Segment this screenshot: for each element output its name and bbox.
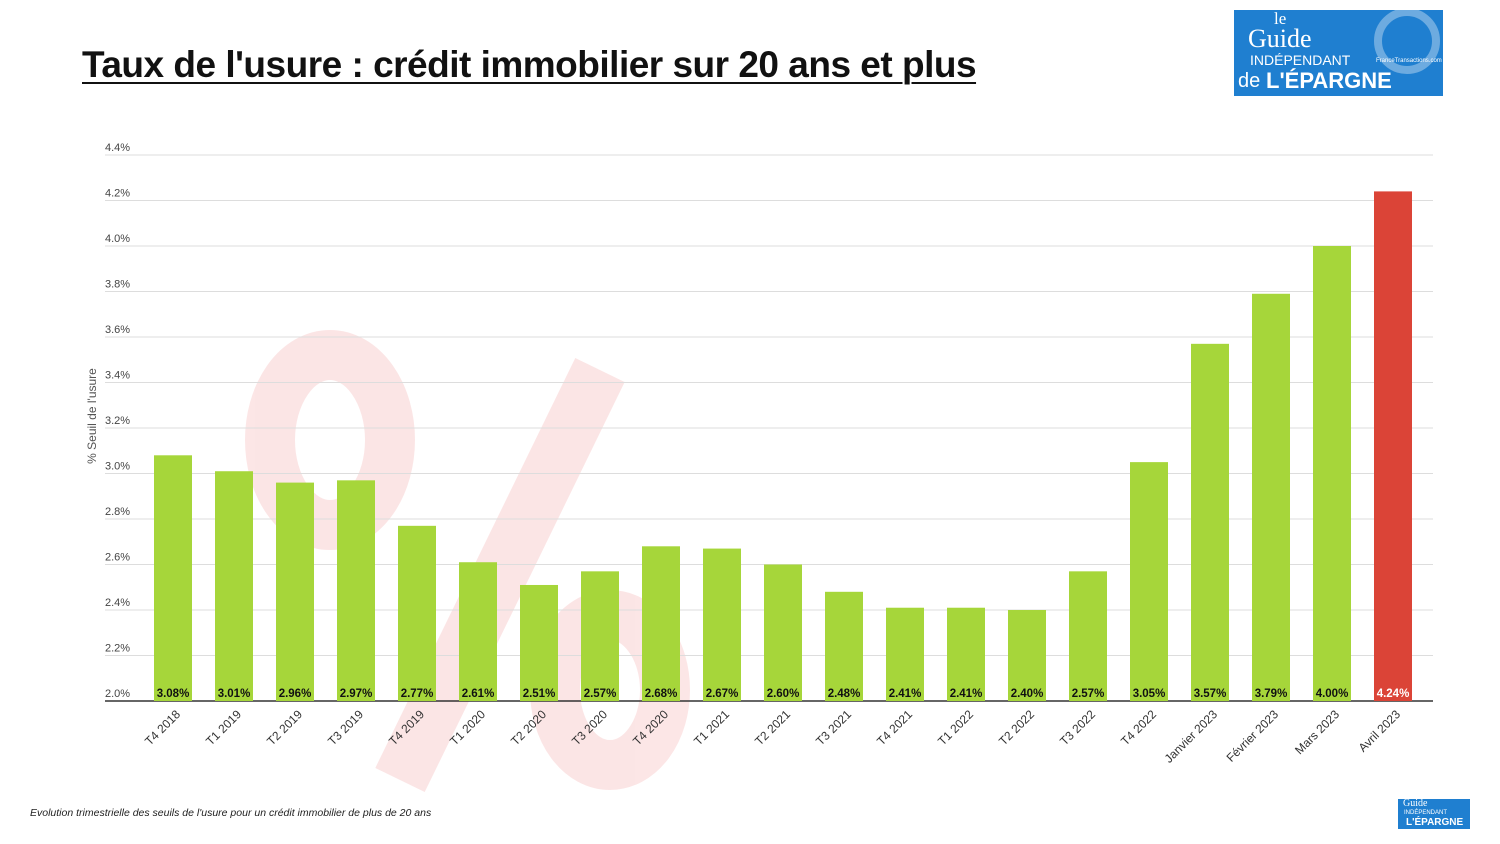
data-label: 2.57% bbox=[584, 688, 617, 700]
x-tick-label: Février 2023 bbox=[1224, 707, 1282, 765]
data-label: 3.79% bbox=[1255, 688, 1288, 700]
x-tick-label: T1 2021 bbox=[691, 707, 732, 748]
y-tick-label: 2.2% bbox=[105, 643, 130, 655]
y-tick-label: 4.2% bbox=[105, 188, 130, 200]
data-label: 2.96% bbox=[279, 688, 312, 700]
y-axis-title: % Seuil de l'usure bbox=[85, 368, 99, 464]
x-tick-label: T1 2019 bbox=[203, 707, 244, 748]
x-tick-label: Avril 2023 bbox=[1356, 707, 1404, 755]
x-tick-label: T4 2021 bbox=[874, 707, 915, 748]
logo-le: le bbox=[1274, 10, 1287, 28]
x-tick-label: Mars 2023 bbox=[1292, 707, 1342, 757]
bar bbox=[947, 607, 985, 701]
data-label: 2.60% bbox=[767, 688, 800, 700]
bar bbox=[581, 571, 619, 701]
bar-chart: 2.0% 2.2% 2.4% 2.6% 2.8% 3.0% 3.2% 3.4% 3.6% 3.8%… bbox=[85, 142, 1433, 793]
y-tick-label: 2.6% bbox=[105, 552, 130, 564]
x-tick-label: T2 2019 bbox=[264, 707, 305, 748]
data-label: 2.97% bbox=[340, 688, 373, 700]
x-tick-label: T4 2018 bbox=[142, 707, 183, 748]
data-label: 2.61% bbox=[462, 688, 495, 700]
data-label: 2.40% bbox=[1011, 688, 1044, 700]
logo-guide: Guide bbox=[1403, 799, 1428, 809]
y-tick-label: 3.6% bbox=[105, 324, 130, 336]
bar bbox=[1374, 191, 1412, 701]
data-label: 3.05% bbox=[1133, 688, 1166, 700]
bar bbox=[1313, 246, 1351, 701]
data-label: 2.51% bbox=[523, 688, 556, 700]
data-label: 3.08% bbox=[157, 688, 190, 700]
data-label: 2.67% bbox=[706, 688, 739, 700]
logo-independant: INDÉPENDANT bbox=[1404, 810, 1448, 816]
bar bbox=[1252, 293, 1290, 701]
data-label: 3.01% bbox=[218, 688, 251, 700]
data-label: 2.48% bbox=[828, 688, 861, 700]
bar bbox=[764, 564, 802, 701]
bar bbox=[1191, 343, 1229, 701]
x-tick-label: T1 2022 bbox=[935, 707, 976, 748]
bar bbox=[703, 548, 741, 701]
guide-epargne-logo-small: Guide INDÉPENDANT L'ÉPARGNE bbox=[1398, 799, 1470, 829]
logo-guide: Guide bbox=[1248, 24, 1312, 53]
x-tick-label: Janvier 2023 bbox=[1162, 707, 1221, 766]
bar bbox=[886, 607, 924, 701]
y-tick-label: 4.0% bbox=[105, 233, 130, 245]
x-tick-label: T3 2021 bbox=[813, 707, 854, 748]
logo-independant: INDÉPENDANT bbox=[1250, 52, 1351, 68]
bar bbox=[459, 562, 497, 701]
y-tick-label: 3.0% bbox=[105, 461, 130, 473]
logo-site: FranceTransactions.com bbox=[1376, 58, 1442, 64]
x-tick-label: T3 2019 bbox=[325, 707, 366, 748]
x-tick-label: T4 2022 bbox=[1118, 707, 1159, 748]
y-tick-label: 2.4% bbox=[105, 597, 130, 609]
bar bbox=[1008, 610, 1046, 701]
logo-epargne: L'ÉPARGNE bbox=[1406, 817, 1464, 828]
bar bbox=[642, 546, 680, 701]
bar bbox=[1130, 462, 1168, 701]
page-title: Taux de l'usure : crédit immobilier sur … bbox=[82, 44, 977, 85]
bar bbox=[276, 482, 314, 701]
data-label: 3.57% bbox=[1194, 688, 1227, 700]
data-label: 4.24% bbox=[1377, 688, 1410, 700]
x-tick-label: T3 2022 bbox=[1057, 707, 1098, 748]
bar bbox=[337, 480, 375, 701]
data-label: 2.68% bbox=[645, 688, 678, 700]
data-label: 2.41% bbox=[889, 688, 922, 700]
y-tick-label: 3.8% bbox=[105, 279, 130, 291]
data-label: 2.41% bbox=[950, 688, 983, 700]
bar bbox=[154, 455, 192, 701]
y-tick-label: 2.0% bbox=[105, 688, 130, 700]
bar bbox=[398, 525, 436, 701]
x-tick-label: T2 2021 bbox=[752, 707, 793, 748]
bar bbox=[1069, 571, 1107, 701]
bar bbox=[520, 584, 558, 701]
y-tick-label: 2.8% bbox=[105, 506, 130, 518]
data-label: 2.57% bbox=[1072, 688, 1105, 700]
chart-caption: Evolution trimestrielle des seuils de l'… bbox=[30, 807, 432, 819]
logo-de: de bbox=[1238, 70, 1261, 92]
y-tick-label: 3.2% bbox=[105, 415, 130, 427]
bar bbox=[825, 591, 863, 701]
bar bbox=[215, 471, 253, 701]
y-tick-label: 3.4% bbox=[105, 370, 130, 382]
data-label: 4.00% bbox=[1316, 688, 1349, 700]
x-tick-label: T2 2022 bbox=[996, 707, 1037, 748]
y-tick-label: 4.4% bbox=[105, 142, 130, 154]
guide-epargne-logo: le Guide INDÉPENDANT FranceTransactions.… bbox=[1234, 10, 1443, 96]
data-label: 2.77% bbox=[401, 688, 434, 700]
logo-epargne: L'ÉPARGNE bbox=[1266, 68, 1392, 93]
